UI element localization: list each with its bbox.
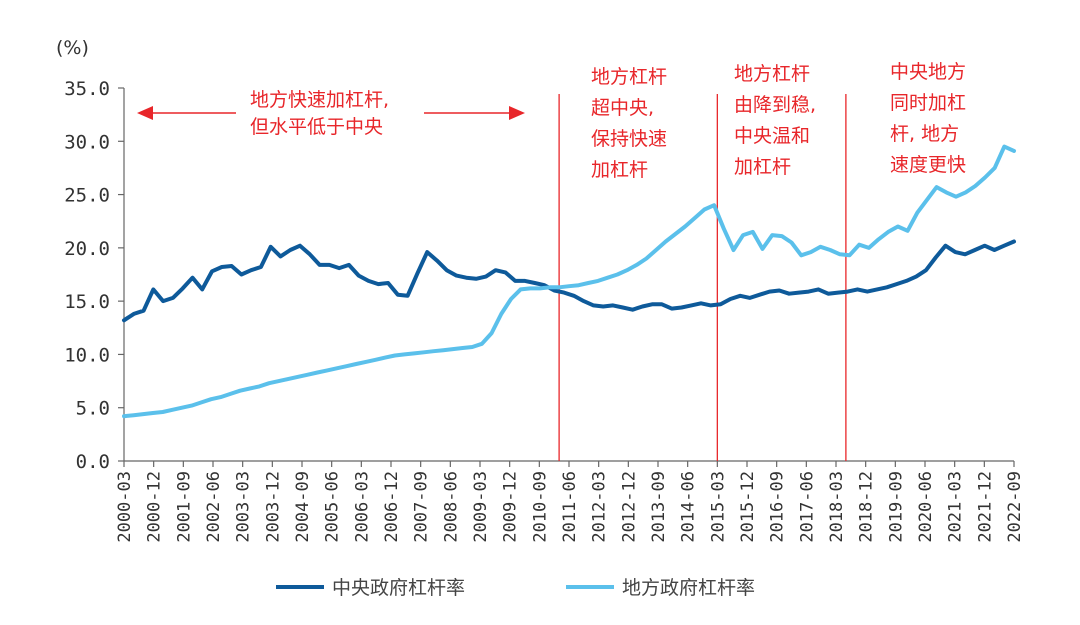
- x-tick-label: 2015-03: [708, 471, 728, 543]
- period-dividers: [558, 94, 847, 461]
- x-tick-label: 2012-03: [590, 471, 610, 543]
- x-tick-label: 2016-09: [768, 471, 788, 543]
- arrow-left-icon: [137, 106, 153, 120]
- y-tick-label: 10.0: [64, 344, 110, 366]
- y-tick-label: 0.0: [76, 451, 110, 473]
- x-tick-label: 2004-09: [293, 471, 313, 543]
- x-tick-label: 2005-06: [323, 471, 343, 543]
- annotation-line: 中央地方: [890, 61, 966, 83]
- x-tick-label: 2021-12: [975, 471, 995, 543]
- x-tick-label: 2022-09: [1005, 471, 1025, 543]
- series-lines: [122, 144, 1016, 419]
- y-tick-label: 20.0: [64, 238, 110, 260]
- x-tick-label: 2001-09: [174, 471, 194, 543]
- legend-label: 中央政府杠杆率: [332, 577, 465, 599]
- legend: 中央政府杠杆率 地方政府杠杆率: [276, 577, 755, 599]
- x-tick-label: 2020-06: [916, 471, 936, 543]
- x-axis: 2000-03 2000-12 2001-09 2002-06 2003-03 2003-…: [115, 460, 1025, 543]
- y-tick-label: 15.0: [64, 291, 110, 313]
- y-tick-label: 25.0: [64, 185, 110, 207]
- x-tick-label: 2002-06: [204, 471, 224, 543]
- annotation-line: 加杠杆: [591, 159, 648, 181]
- x-tick-label: 2010-09: [530, 471, 550, 543]
- x-tick-label: 2006-12: [382, 471, 402, 543]
- x-tick-label: 2012-12: [619, 471, 639, 543]
- annotation-line: 超中央,: [591, 97, 654, 119]
- legend-label: 地方政府杠杆率: [622, 577, 755, 599]
- annotation-line: 同时加杠: [890, 92, 966, 114]
- annotation-line: 保持快速: [591, 128, 667, 150]
- series-line-central: [122, 239, 1016, 323]
- x-tick-label: 2006-03: [352, 471, 372, 543]
- annotation-line: 由降到稳,: [734, 94, 816, 116]
- x-tick-label: 2008-06: [441, 471, 461, 543]
- x-tick-label: 2009-03: [471, 471, 491, 543]
- x-tick-label: 2000-03: [115, 471, 135, 543]
- x-tick-label: 2003-03: [234, 471, 254, 543]
- x-tick-label: 2014-06: [679, 471, 699, 543]
- x-tick-label: 2018-03: [827, 471, 847, 543]
- annotation-line: 但水平低于中央: [250, 116, 383, 138]
- annotation-line: 杆, 地方: [890, 123, 959, 145]
- annotation-line: 速度更快: [890, 154, 966, 176]
- annotation-line: 中央温和: [734, 125, 810, 147]
- x-tick-label: 2017-06: [797, 471, 817, 543]
- series-line-local: [122, 144, 1016, 419]
- y-tick-label: 30.0: [64, 131, 110, 153]
- arrow-right-icon: [509, 106, 525, 120]
- x-tick-label: 2013-09: [649, 471, 669, 543]
- y-unit-label: (%): [56, 37, 89, 59]
- x-tick-label: 2009-12: [501, 471, 521, 543]
- y-tick-label: 5.0: [76, 398, 110, 420]
- x-tick-label: 2019-09: [886, 471, 906, 543]
- annotation-1: 地方快速加杠杆, 但水平低于中央: [137, 89, 525, 138]
- annotation-line: 加杠杆: [734, 156, 791, 178]
- x-tick-label: 2021-03: [946, 471, 966, 543]
- y-tick-label: 35.0: [64, 78, 110, 100]
- annotation-line: 地方杠杆: [734, 63, 810, 85]
- annotation-line: 地方杠杆: [591, 66, 667, 88]
- x-tick-label: 2018-12: [857, 471, 877, 543]
- annotation-line: 地方快速加杠杆,: [250, 89, 389, 111]
- x-tick-label: 2015-12: [738, 471, 758, 543]
- y-axis: 0.0 5.0 10.0 15.0 20.0 25.0 30.0 35.0: [64, 78, 125, 473]
- x-tick-label: 2003-12: [263, 471, 283, 543]
- x-tick-label: 2000-12: [145, 471, 165, 543]
- x-tick-label: 2011-06: [560, 471, 580, 543]
- x-tick-label: 2007-09: [412, 471, 432, 543]
